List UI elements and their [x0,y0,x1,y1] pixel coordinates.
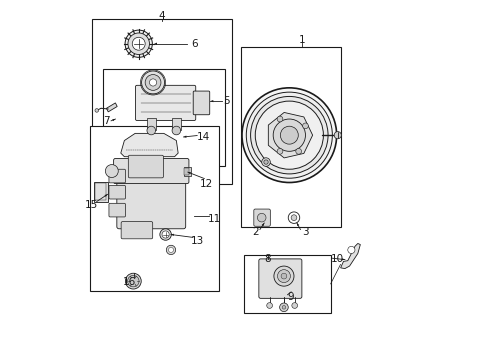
FancyBboxPatch shape [109,203,125,217]
Circle shape [333,132,341,139]
Text: 6: 6 [191,39,197,49]
Polygon shape [268,112,312,158]
FancyBboxPatch shape [109,169,125,183]
FancyBboxPatch shape [128,155,163,178]
Circle shape [145,75,161,90]
FancyBboxPatch shape [258,259,301,298]
Text: 3: 3 [302,227,308,237]
Polygon shape [341,258,344,260]
Bar [102,69,224,166]
Polygon shape [104,194,107,197]
Circle shape [166,245,175,255]
Polygon shape [187,172,190,174]
Circle shape [105,165,118,177]
Polygon shape [183,135,186,138]
Polygon shape [210,100,213,102]
Circle shape [277,116,282,122]
Polygon shape [340,243,360,269]
Circle shape [261,158,270,166]
Circle shape [246,92,332,178]
Text: 13: 13 [191,236,204,246]
Text: 1: 1 [298,35,305,45]
FancyBboxPatch shape [109,185,125,199]
Text: 5: 5 [223,96,229,106]
Bar [183,167,190,176]
FancyBboxPatch shape [253,209,270,226]
Bar [94,182,107,202]
Circle shape [255,101,323,169]
Circle shape [172,126,180,135]
Circle shape [160,229,171,240]
Circle shape [266,303,272,309]
Circle shape [273,266,293,286]
Circle shape [279,303,287,312]
Circle shape [273,119,305,151]
Bar [147,118,155,130]
Circle shape [242,88,336,183]
Circle shape [149,79,156,86]
Bar [95,183,106,200]
Circle shape [291,303,297,309]
Circle shape [162,231,169,238]
Circle shape [125,30,152,57]
FancyBboxPatch shape [113,158,188,184]
Bar [92,19,231,184]
Text: 4: 4 [159,11,165,21]
Bar [241,47,341,226]
Circle shape [282,306,285,309]
Polygon shape [106,103,117,112]
Circle shape [281,273,286,279]
Circle shape [127,275,139,287]
Polygon shape [112,119,115,121]
Bar [184,168,189,175]
Text: 14: 14 [196,132,209,142]
Circle shape [257,213,265,222]
Polygon shape [121,134,178,157]
Circle shape [277,148,282,154]
Circle shape [287,212,299,224]
Bar [244,255,330,313]
Text: 2: 2 [251,227,258,237]
Circle shape [128,33,149,54]
Circle shape [290,215,296,221]
FancyBboxPatch shape [193,91,209,115]
Text: 8: 8 [264,254,270,264]
Circle shape [125,273,141,289]
Polygon shape [261,223,264,226]
Text: 7: 7 [103,116,109,126]
Text: 10: 10 [330,254,344,264]
Circle shape [95,109,99,112]
Circle shape [295,148,301,154]
FancyBboxPatch shape [135,85,195,121]
Circle shape [280,126,298,144]
Circle shape [147,126,155,135]
Polygon shape [171,234,174,236]
Circle shape [142,71,164,94]
Circle shape [250,96,327,174]
Text: 15: 15 [84,200,98,210]
Text: 16: 16 [122,277,135,287]
Text: 9: 9 [287,292,294,302]
Text: 11: 11 [207,215,220,224]
Circle shape [132,37,145,50]
Circle shape [347,246,354,253]
Circle shape [302,123,308,129]
Circle shape [168,247,173,252]
Bar [172,118,180,130]
Polygon shape [296,223,299,226]
FancyBboxPatch shape [121,222,152,239]
Bar [90,126,219,291]
Circle shape [277,270,290,283]
Circle shape [264,160,267,164]
Text: 12: 12 [200,179,213,189]
Polygon shape [154,42,157,45]
FancyBboxPatch shape [117,167,185,229]
